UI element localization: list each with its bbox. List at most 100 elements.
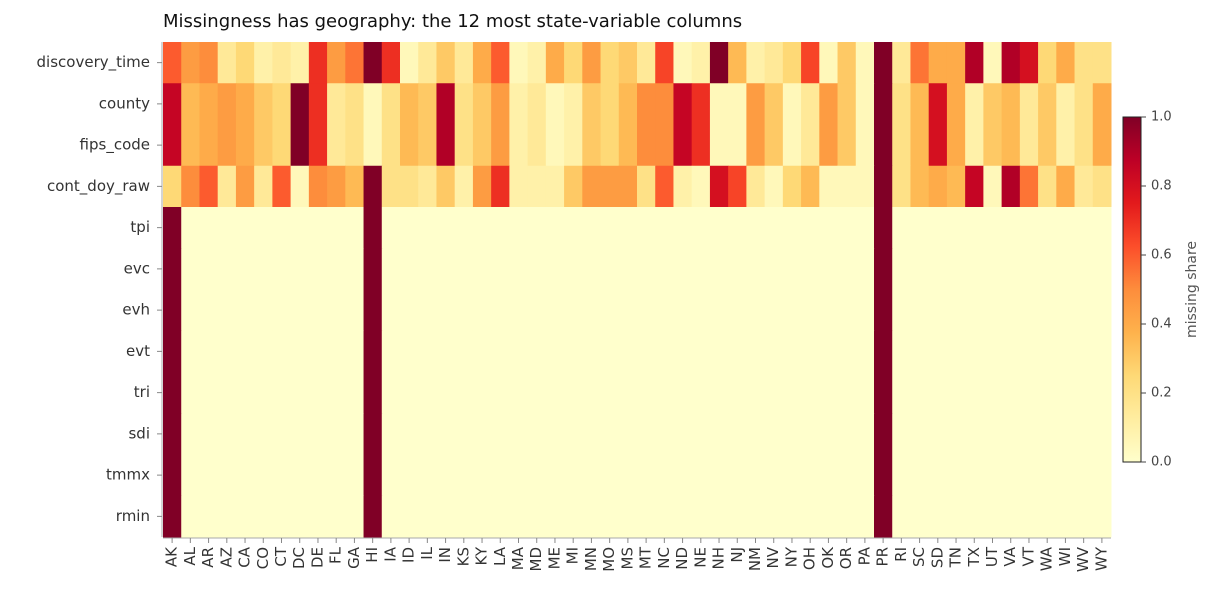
heat-cell	[600, 413, 620, 455]
heat-cell	[363, 165, 383, 208]
heat-cell	[1074, 42, 1094, 84]
heat-cell	[400, 83, 419, 125]
heat-cell	[928, 248, 948, 290]
x-tick-label: CT	[272, 546, 290, 566]
heat-cell	[381, 248, 401, 290]
heat-cell	[874, 248, 893, 290]
heat-cell	[418, 330, 437, 373]
heat-cell	[254, 165, 273, 208]
heat-cell	[454, 42, 474, 84]
chart-title: Missingness has geography: the 12 most s…	[163, 11, 742, 32]
heat-cell	[746, 248, 766, 290]
heat-cell	[1038, 165, 1057, 208]
x-tick-label: WA	[1038, 546, 1056, 571]
heat-cell	[600, 289, 620, 332]
heat-cell	[363, 248, 383, 290]
heat-cell	[819, 495, 839, 538]
heat-cell	[965, 413, 984, 455]
heat-cell	[217, 330, 237, 373]
heat-cell	[327, 165, 346, 208]
heat-cell	[181, 289, 200, 332]
heat-cell	[618, 372, 638, 414]
heat-cell	[308, 495, 328, 538]
x-tick-label: OR	[837, 547, 855, 569]
heat-cell	[363, 495, 383, 538]
heat-cell	[254, 372, 273, 414]
heat-cell	[235, 330, 255, 373]
heat-cell	[764, 372, 784, 414]
heat-cell	[564, 124, 583, 167]
heat-cell	[637, 372, 656, 414]
heat-cell	[509, 165, 529, 208]
heat-cell	[1019, 165, 1039, 208]
heat-cell	[819, 289, 839, 332]
heat-cell	[564, 330, 583, 373]
heat-cell	[199, 495, 219, 538]
heat-cell	[436, 165, 456, 208]
heat-cell	[509, 413, 529, 455]
heat-cell	[728, 83, 747, 125]
heat-cell	[618, 83, 638, 125]
heat-cell	[837, 289, 857, 332]
y-tick-label: cont_doy_raw	[47, 177, 150, 196]
heat-cell	[308, 372, 328, 414]
heat-cell	[691, 124, 711, 167]
heat-cell	[181, 413, 200, 455]
heat-cell	[436, 124, 456, 167]
heat-cell	[582, 495, 602, 538]
heat-cell	[418, 454, 437, 497]
heat-cell	[436, 83, 456, 125]
x-tick-label: NV	[764, 546, 782, 568]
heat-cell	[308, 289, 328, 332]
heat-cell	[272, 330, 292, 373]
heat-cell	[910, 495, 930, 538]
heat-cell	[801, 248, 820, 290]
heat-cell	[545, 372, 565, 414]
heat-cell	[946, 454, 966, 497]
heat-cell	[491, 495, 510, 538]
x-tick-label: TN	[947, 547, 965, 568]
heat-cell	[1074, 124, 1094, 167]
heat-cell	[983, 495, 1003, 538]
heat-cell	[381, 289, 401, 332]
heat-cell	[509, 495, 529, 538]
heat-cell	[454, 413, 474, 455]
heat-cell	[746, 42, 766, 84]
heat-cell	[1019, 330, 1039, 373]
heat-cell	[600, 495, 620, 538]
heat-cell	[892, 454, 911, 497]
heat-cell	[272, 289, 292, 332]
heat-cell	[582, 372, 602, 414]
heat-cell	[527, 42, 547, 84]
heat-cell	[746, 165, 766, 208]
heat-cell	[491, 42, 510, 84]
heat-cell	[454, 83, 474, 125]
heat-cell	[782, 165, 802, 208]
y-tick-label: evh	[122, 301, 150, 319]
heat-cell	[910, 413, 930, 455]
heat-cell	[163, 248, 182, 290]
heat-cell	[509, 289, 529, 332]
heat-cell	[418, 413, 437, 455]
heat-cell	[928, 165, 948, 208]
heat-cell	[454, 289, 474, 332]
heat-cell	[272, 165, 292, 208]
heat-cell	[400, 42, 419, 84]
heat-cell	[709, 330, 729, 373]
heat-cell	[199, 207, 219, 249]
heat-cell	[983, 83, 1003, 125]
heat-cell	[308, 330, 328, 373]
heat-cell	[655, 124, 674, 167]
heat-cell	[509, 124, 529, 167]
x-tick-label: AR	[199, 547, 217, 568]
heat-cell	[1001, 454, 1021, 497]
heat-cell	[655, 454, 674, 497]
heat-cell	[582, 248, 602, 290]
heat-cell	[746, 372, 766, 414]
heat-cell	[545, 248, 565, 290]
heat-cell	[254, 330, 273, 373]
heat-cell	[1056, 454, 1076, 497]
heat-cell	[1019, 413, 1039, 455]
heat-cell	[1092, 165, 1112, 208]
